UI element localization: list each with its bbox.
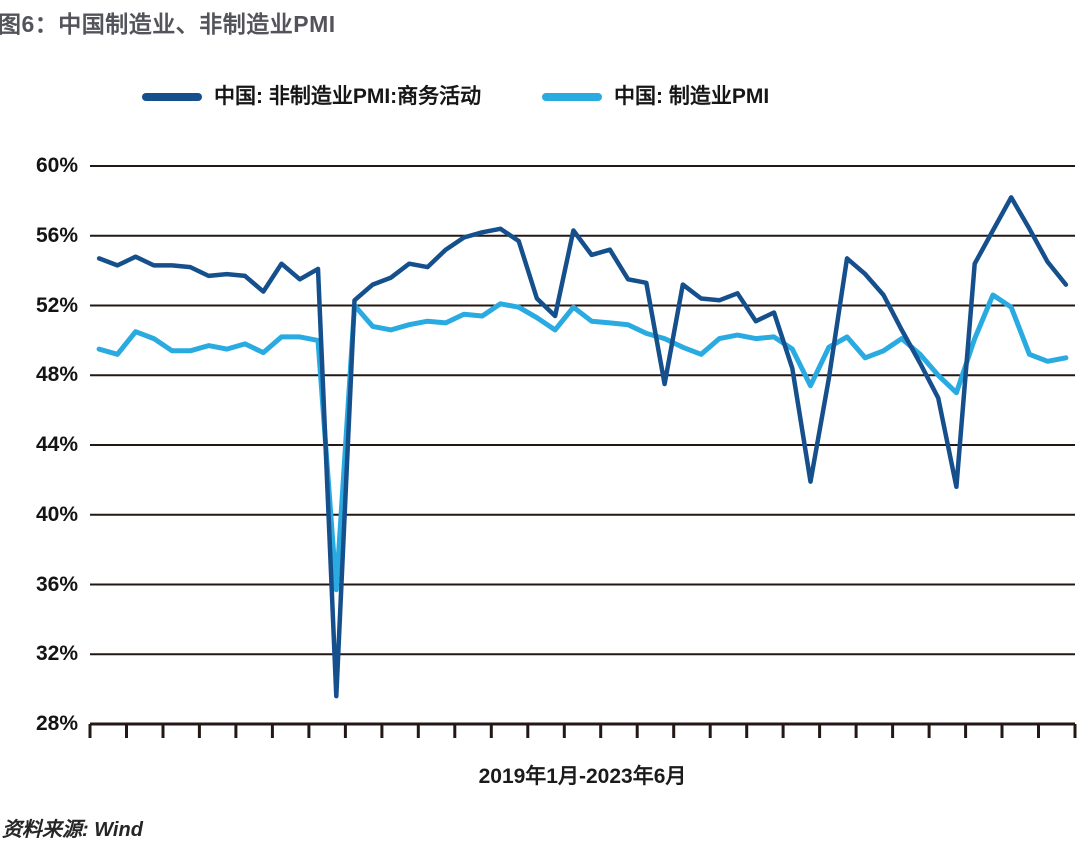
legend-item-manufacturing-pmi: 中国: 制造业PMI	[542, 84, 769, 110]
legend-item-non-manufacturing-pmi: 中国: 非制造业PMI:商务活动	[142, 84, 481, 110]
series-line-manufacturing	[96, 292, 1069, 593]
y-axis: 60% 56% 52% 48% 44% 40% 36% 32% 28%	[0, 0, 80, 840]
y-axis-tick-label: 28%	[35, 712, 78, 735]
chart-title: 图6：中国制造业、非制造业PMI	[0, 11, 336, 37]
y-axis-tick-label: 40%	[35, 503, 78, 526]
legend-swatch-non-manufacturing	[142, 93, 202, 101]
series-line-non_manufacturing	[96, 195, 1069, 699]
y-axis-tick-label: 48%	[35, 363, 78, 386]
source-note: 资料来源: Wind	[2, 819, 143, 841]
y-axis-tick-label: 32%	[35, 642, 78, 665]
y-axis-tick-label: 36%	[35, 573, 78, 596]
y-axis-tick-label: 60%	[35, 154, 78, 177]
legend-label-manufacturing: 中国: 制造业PMI	[614, 85, 770, 108]
y-axis-tick-label: 44%	[35, 433, 78, 456]
x-axis-label: 2019年1月-2023年6月	[478, 765, 687, 788]
legend-label-non-manufacturing: 中国: 非制造业PMI:商务活动	[214, 85, 482, 108]
legend-swatch-manufacturing	[542, 93, 602, 101]
y-axis-tick-label: 56%	[35, 224, 78, 247]
y-axis-tick-label: 52%	[35, 294, 78, 317]
